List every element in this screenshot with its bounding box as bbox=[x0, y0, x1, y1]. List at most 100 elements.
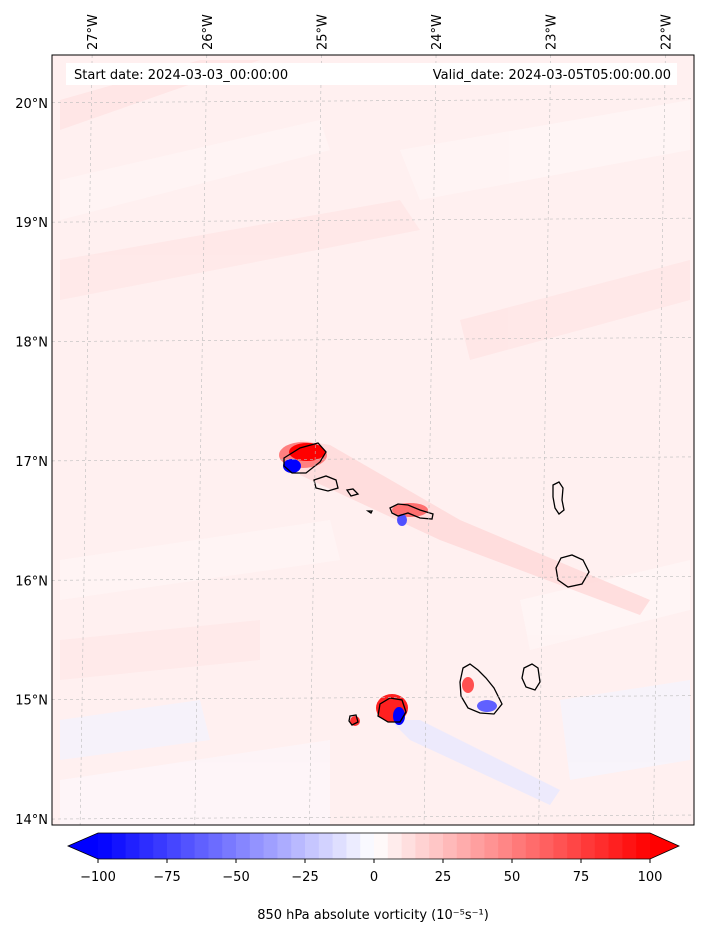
colorbar-tick-label: 50 bbox=[504, 870, 521, 885]
longitude-gridline bbox=[653, 54, 666, 826]
island-sao-nicolau bbox=[389, 503, 434, 520]
colorbar-block bbox=[360, 833, 375, 859]
colorbar-block bbox=[525, 833, 541, 859]
colorbar-color-blocks bbox=[98, 833, 651, 859]
island-santo-antao bbox=[283, 442, 327, 474]
island-sao-vicente bbox=[313, 475, 339, 492]
latitude-gridline bbox=[51, 695, 695, 700]
start-date-text: Start date: 2024-03-03_00:00:00 bbox=[74, 68, 288, 83]
colorbar-block bbox=[332, 833, 347, 859]
colorbar-tick-label: 100 bbox=[638, 870, 663, 885]
colorbar-block bbox=[553, 833, 568, 859]
colorbar-block bbox=[401, 833, 416, 859]
island-maio bbox=[521, 663, 541, 691]
latitude-tick-labels: 20°N 19°N 18°N 17°N 16°N 15°N 14°N bbox=[15, 97, 48, 828]
island-santa-luzia bbox=[345, 488, 360, 497]
valid-date-text: Valid_date: 2024-03-05T05:00:00.00 bbox=[433, 68, 671, 83]
colorbar-label: 850 hPa absolute vorticity (10⁻⁵s⁻¹) bbox=[257, 908, 489, 923]
longitude-gridline bbox=[538, 54, 551, 826]
island-santiago bbox=[459, 663, 503, 715]
latitude-tick-label: 15°N bbox=[15, 694, 48, 709]
latitude-gridline bbox=[51, 456, 695, 462]
latitude-tick-label: 20°N bbox=[15, 97, 48, 112]
longitude-tick-label: 22°W bbox=[659, 14, 674, 50]
colorbar-block bbox=[374, 833, 389, 859]
colorbar-block bbox=[608, 833, 623, 859]
colorbar-block bbox=[305, 833, 320, 859]
island-boa-vista bbox=[555, 554, 590, 588]
colorbar-block bbox=[429, 833, 444, 859]
colorbar-block bbox=[249, 833, 265, 859]
date-banner-background bbox=[66, 63, 677, 85]
map-frame bbox=[51, 54, 695, 826]
island-branco bbox=[365, 510, 374, 514]
colorbar: −100 −75 −50 −25 0 25 50 75 100 850 hPa absolute… bbox=[66, 832, 680, 923]
longitude-gridline bbox=[423, 54, 437, 826]
colorbar-block bbox=[567, 833, 582, 859]
island-brava bbox=[348, 714, 359, 726]
island-fogo bbox=[377, 697, 407, 723]
island-sal bbox=[552, 481, 565, 515]
longitude-tick-labels: 27°W 26°W 25°W 24°W 23°W 22°W bbox=[86, 14, 674, 50]
colorbar-block bbox=[236, 833, 251, 859]
colorbar-block bbox=[208, 833, 223, 859]
island-wake-streak bbox=[300, 440, 650, 615]
longitude-tick-label: 23°W bbox=[545, 14, 560, 50]
colorbar-block bbox=[318, 833, 334, 859]
colorbar-block bbox=[415, 833, 430, 859]
colorbar-tick-label: 25 bbox=[435, 870, 452, 885]
colorbar-block bbox=[498, 833, 513, 859]
date-banner: Start date: 2024-03-03_00:00:00 Valid_da… bbox=[66, 63, 677, 85]
latitude-tick-label: 19°N bbox=[15, 216, 48, 231]
colorbar-block bbox=[277, 833, 292, 859]
colorbar-tick-label: −50 bbox=[222, 870, 249, 885]
colorbar-block bbox=[180, 833, 196, 859]
latitude-gridline bbox=[51, 575, 695, 581]
colorbar-block bbox=[153, 833, 168, 859]
latitude-tick-label: 18°N bbox=[15, 336, 48, 351]
colorbar-block bbox=[539, 833, 554, 859]
latitude-gridline bbox=[51, 814, 695, 820]
colorbar-tick-label: −100 bbox=[80, 870, 116, 885]
latitude-gridline bbox=[51, 217, 695, 223]
colorbar-block bbox=[263, 833, 278, 859]
colorbar-block bbox=[594, 833, 610, 859]
colorbar-block bbox=[512, 833, 527, 859]
colorbar-block bbox=[167, 833, 182, 859]
latitude-tick-label: 16°N bbox=[15, 574, 48, 589]
colorbar-block bbox=[291, 833, 306, 859]
colorbar-block bbox=[346, 833, 361, 859]
longitude-gridline bbox=[309, 54, 322, 826]
colorbar-block bbox=[581, 833, 596, 859]
vorticity-field-streaks bbox=[60, 60, 690, 825]
longitude-tick-label: 27°W bbox=[86, 14, 101, 50]
latitude-gridline bbox=[51, 337, 695, 342]
longitude-gridline bbox=[194, 54, 208, 826]
map-panel: Start date: 2024-03-03_00:00:00 Valid_da… bbox=[51, 54, 695, 826]
colorbar-tick-label: 0 bbox=[370, 870, 378, 885]
longitude-tick-label: 26°W bbox=[201, 14, 216, 50]
map-gridlines bbox=[51, 54, 695, 826]
colorbar-block bbox=[139, 833, 154, 859]
colorbar-extend-min bbox=[68, 833, 98, 859]
colorbar-tick-labels: −100 −75 −50 −25 0 25 50 75 100 bbox=[80, 859, 662, 885]
colorbar-block bbox=[194, 833, 209, 859]
colorbar-block bbox=[387, 833, 403, 859]
colorbar-block bbox=[111, 833, 127, 859]
island-coastlines bbox=[283, 442, 590, 726]
colorbar-tick-label: 75 bbox=[573, 870, 590, 885]
colorbar-block bbox=[484, 833, 499, 859]
colorbar-extend-max bbox=[650, 833, 679, 859]
colorbar-block bbox=[443, 833, 458, 859]
latitude-gridline bbox=[51, 98, 695, 104]
longitude-tick-label: 24°W bbox=[430, 14, 445, 50]
latitude-tick-label: 14°N bbox=[15, 813, 48, 828]
colorbar-block bbox=[456, 833, 472, 859]
latitude-tick-label: 17°N bbox=[15, 455, 48, 470]
colorbar-tick-label: −75 bbox=[153, 870, 180, 885]
colorbar-block bbox=[98, 833, 113, 859]
colorbar-block bbox=[622, 833, 637, 859]
longitude-tick-label: 25°W bbox=[315, 14, 330, 50]
colorbar-block bbox=[636, 833, 651, 859]
